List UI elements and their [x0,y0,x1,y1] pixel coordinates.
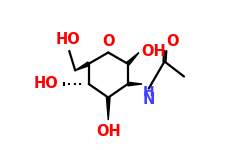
Text: HO: HO [34,76,59,92]
Text: O: O [166,34,179,49]
Text: OH: OH [96,124,121,139]
Polygon shape [128,82,142,86]
Text: N: N [143,92,155,107]
Text: OH: OH [141,44,166,59]
Text: HO: HO [55,32,80,47]
Text: H: H [143,85,154,99]
Polygon shape [127,52,139,65]
Text: O: O [102,34,114,49]
Polygon shape [75,62,90,70]
Polygon shape [106,98,110,120]
